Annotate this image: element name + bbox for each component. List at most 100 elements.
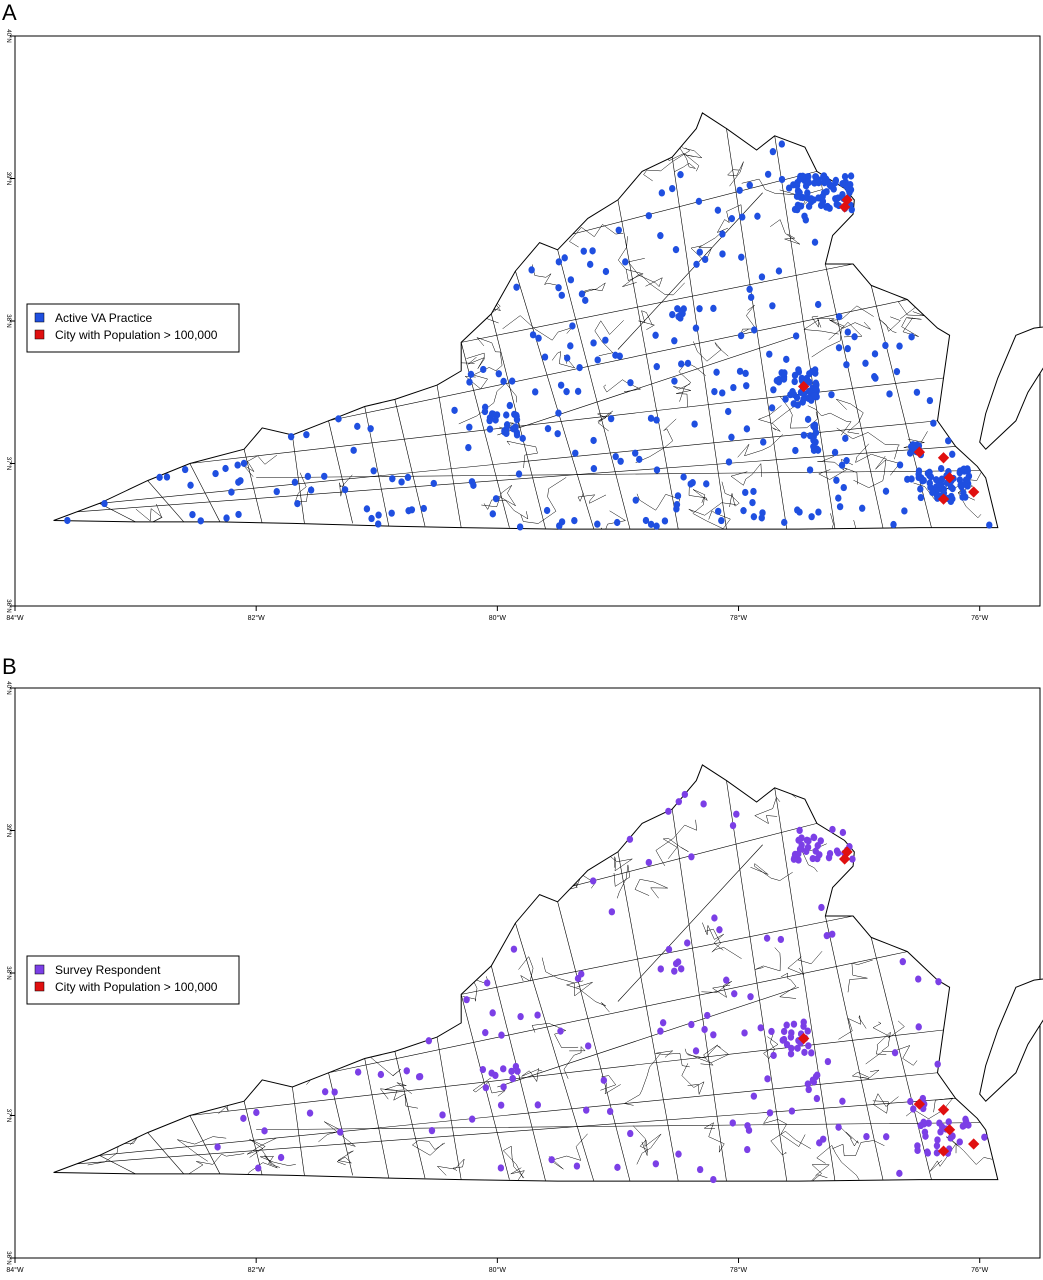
location-point xyxy=(710,1031,717,1039)
location-point xyxy=(513,283,520,291)
location-point xyxy=(801,1048,808,1056)
location-point xyxy=(534,1101,542,1109)
x-tick-label: 82°W xyxy=(248,1266,266,1274)
location-point xyxy=(528,266,535,274)
location-point xyxy=(612,452,619,461)
location-point xyxy=(758,273,766,281)
location-point xyxy=(590,465,598,473)
location-point xyxy=(816,1139,823,1147)
location-point xyxy=(742,369,749,377)
zip-boundary xyxy=(929,1142,957,1172)
location-point xyxy=(803,847,810,855)
location-point xyxy=(589,247,596,255)
location-point xyxy=(791,371,799,379)
location-point xyxy=(744,1122,751,1130)
location-point xyxy=(580,247,587,255)
location-point xyxy=(740,507,747,515)
zip-boundary xyxy=(411,1140,446,1156)
zip-boundary xyxy=(518,956,534,982)
y-tick-label: 36°N xyxy=(5,1251,11,1264)
location-point xyxy=(814,1071,821,1079)
location-point xyxy=(794,506,801,514)
location-point xyxy=(935,480,943,488)
zip-boundary xyxy=(757,405,782,432)
location-point xyxy=(163,473,171,481)
city-marker xyxy=(943,472,956,484)
location-point xyxy=(718,516,725,525)
zip-boundary xyxy=(958,469,984,519)
location-point xyxy=(701,255,709,263)
location-point xyxy=(486,425,494,433)
location-point xyxy=(891,1049,899,1057)
location-point xyxy=(489,1009,496,1017)
location-point xyxy=(696,305,703,313)
zip-boundary xyxy=(379,1088,419,1109)
location-point xyxy=(486,417,493,425)
location-point xyxy=(829,930,836,938)
location-point xyxy=(479,1065,487,1074)
location-point xyxy=(684,359,692,367)
location-point xyxy=(425,1037,433,1045)
county-line xyxy=(256,1122,980,1131)
location-point xyxy=(187,481,194,489)
zip-boundary xyxy=(690,230,724,263)
location-point xyxy=(228,488,235,496)
location-point xyxy=(739,213,746,221)
county-line xyxy=(461,263,854,343)
county-line xyxy=(515,923,595,1182)
zip-boundary xyxy=(502,1145,525,1179)
location-point xyxy=(653,363,660,371)
location-point xyxy=(794,1044,801,1052)
location-point xyxy=(492,416,499,424)
county-line xyxy=(515,271,595,530)
location-point xyxy=(833,200,840,208)
location-point xyxy=(795,850,802,858)
eastern-shore-outline xyxy=(979,326,1043,450)
location-point xyxy=(917,1121,924,1130)
legend-swatch xyxy=(34,981,45,992)
location-point xyxy=(768,1027,775,1036)
location-point xyxy=(483,979,491,987)
location-point xyxy=(937,1128,944,1136)
location-point xyxy=(687,480,694,488)
location-point xyxy=(910,444,917,452)
location-point xyxy=(956,1138,963,1146)
location-point xyxy=(828,391,835,399)
zip-boundary xyxy=(762,1110,806,1147)
county-line xyxy=(99,1072,938,1156)
location-point xyxy=(101,499,108,508)
location-point xyxy=(569,322,576,330)
location-point xyxy=(844,345,851,353)
location-point xyxy=(692,1047,700,1055)
zip-boundary xyxy=(807,405,852,436)
location-point xyxy=(294,499,301,508)
location-point xyxy=(613,518,621,527)
city-marker xyxy=(797,1032,810,1045)
location-point xyxy=(212,469,219,478)
location-point xyxy=(965,1121,972,1129)
location-point xyxy=(304,472,312,481)
legend-box xyxy=(26,303,240,353)
zip-boundary xyxy=(655,819,697,867)
location-point xyxy=(700,800,707,808)
zip-boundary xyxy=(476,336,503,372)
location-point xyxy=(498,1031,505,1039)
location-point xyxy=(915,467,923,475)
location-point xyxy=(388,509,395,517)
county-line xyxy=(292,1086,305,1176)
city-marker xyxy=(943,1124,956,1136)
location-point xyxy=(375,511,382,519)
x-tick-label: 76°W xyxy=(971,1266,989,1274)
location-point xyxy=(719,250,726,258)
location-point xyxy=(933,1142,941,1150)
location-point xyxy=(851,333,858,341)
zip-boundary xyxy=(548,1133,588,1170)
city-marker xyxy=(797,380,810,393)
location-point xyxy=(336,1128,344,1136)
location-point xyxy=(615,226,622,234)
location-point xyxy=(817,201,825,210)
location-point xyxy=(794,401,801,409)
y-tick-label: 37°N xyxy=(5,457,11,470)
location-point xyxy=(829,825,836,834)
county-line xyxy=(557,901,631,1182)
